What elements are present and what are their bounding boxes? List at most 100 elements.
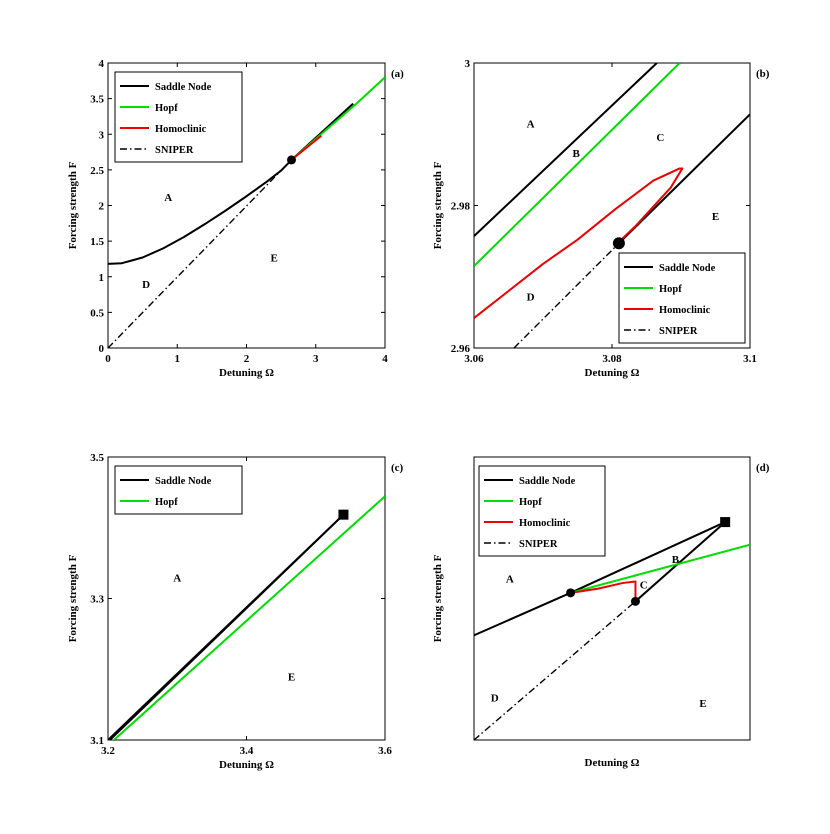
x-tick-label: 3.1 <box>743 353 757 365</box>
region-label: A <box>173 572 181 584</box>
marker-point <box>566 588 576 598</box>
legend-entry: Hopf <box>155 497 178 508</box>
y-axis-label: Forcing strength F <box>67 161 79 249</box>
region-label: D <box>527 292 535 304</box>
region-label: E <box>271 253 278 265</box>
panel-a: 0 1 2 3 4 0 0.5 1 1.5 2 2.5 3 3.5 4 Detuning Ω Forcing … <box>67 58 404 379</box>
x-tick-label: 3.2 <box>101 745 115 757</box>
x-axis-label: Detuning Ω <box>219 759 274 771</box>
series-line-sniper <box>108 159 293 348</box>
y-tick-label: 3.5 <box>90 94 104 106</box>
region-label: D <box>491 693 499 705</box>
legend-entry: Hopf <box>519 497 542 508</box>
plot-series-group <box>108 76 385 348</box>
y-tick-label: 1.5 <box>90 236 104 248</box>
x-tick-label: 0 <box>105 353 111 365</box>
legend-entry: Hopf <box>659 284 682 295</box>
legend-entry: Saddle Node <box>155 476 212 487</box>
y-tick-label: 2 <box>99 201 105 213</box>
region-label: E <box>712 211 719 223</box>
region-label: E <box>288 671 295 683</box>
y-axis-label: Forcing strength F <box>67 554 79 642</box>
region-label: C <box>640 579 648 591</box>
y-tick-label: 2.96 <box>451 343 471 355</box>
x-tick-label: 3.4 <box>240 745 254 757</box>
y-tick-label: 3 <box>465 58 471 70</box>
series-line-sniper <box>513 242 620 348</box>
y-tick-label: 4 <box>99 58 105 70</box>
region-label: C <box>656 132 664 144</box>
marker-point <box>287 155 297 165</box>
region-label: A <box>527 119 535 131</box>
series-line-saddle-node <box>634 521 726 603</box>
region-label: D <box>142 279 150 291</box>
series-line-hopf <box>112 495 385 740</box>
series-line-hopf <box>474 63 681 267</box>
x-axis-label: Detuning Ω <box>585 367 640 379</box>
y-axis-label: Forcing strength F <box>432 161 444 249</box>
series-line-homoclinic <box>570 580 637 602</box>
y-tick-label: 3 <box>99 129 105 141</box>
series-line-sniper <box>474 600 636 740</box>
x-axis-label: Detuning Ω <box>585 757 640 769</box>
legend-entry: SNIPER <box>519 539 558 550</box>
x-tick-label: 1 <box>175 353 181 365</box>
marker-square <box>720 517 731 528</box>
region-label: E <box>699 698 706 710</box>
legend-box <box>114 465 243 515</box>
panel-c: 3.2 3.4 3.6 3.1 3.3 3.5 Detuning Ω Forcing stre… <box>67 452 404 771</box>
x-tick-label: 4 <box>382 353 388 365</box>
x-tick-label: 3.08 <box>602 353 622 365</box>
series-line-homoclinic <box>290 134 322 161</box>
marker-square <box>338 509 349 520</box>
y-tick-label: 3.5 <box>90 452 104 464</box>
series-line-saddle-node <box>108 513 345 740</box>
legend-entry: SNIPER <box>155 145 194 156</box>
x-tick-label: 2 <box>244 353 250 365</box>
marker-point <box>630 596 640 606</box>
legend-entry: Saddle Node <box>659 263 716 274</box>
legend: Saddle Node Hopf <box>114 465 243 515</box>
panel-tag: (b) <box>756 68 770 80</box>
plot-frame <box>473 456 751 741</box>
panel-tag: (d) <box>756 462 770 474</box>
legend: Saddle Node Hopf Homoclinic SNIPER <box>114 71 243 163</box>
panel-tag: (a) <box>391 68 404 80</box>
y-axis-label: Forcing strength F <box>432 554 444 642</box>
plot-series-group <box>108 495 385 740</box>
series-line-homoclinic <box>474 167 684 319</box>
series-line-saddle-node <box>108 159 293 265</box>
legend-entry: Saddle Node <box>519 476 576 487</box>
legend: Saddle Node Hopf Homoclinic SNIPER <box>478 465 606 557</box>
panel-b: 3.06 3.08 3.1 2.96 2.98 3 Detuning Ω Forcing st… <box>432 58 770 379</box>
legend-entry: Saddle Node <box>155 82 212 93</box>
y-tick-label: 2.98 <box>451 201 471 213</box>
y-tick-label: 3.3 <box>90 594 104 606</box>
y-tick-label: 0 <box>99 343 105 355</box>
legend-entry: Homoclinic <box>659 305 711 316</box>
x-tick-label: 3.06 <box>464 353 484 365</box>
series-line-saddle-node <box>474 63 658 237</box>
plot-series-group <box>474 63 750 348</box>
x-tick-label: 3 <box>313 353 319 365</box>
marker-point <box>612 237 625 250</box>
legend: Saddle Node Hopf Homoclinic SNIPER <box>618 252 746 344</box>
panel-d: Detuning Ω Forcing strength F (d) A B C D E Sadd… <box>432 456 770 769</box>
panel-tag: (c) <box>391 462 404 474</box>
x-axis-label: Detuning Ω <box>219 367 274 379</box>
legend-entry: Homoclinic <box>155 124 207 135</box>
y-tick-label: 1 <box>99 272 105 284</box>
y-tick-label: 3.1 <box>90 735 104 747</box>
y-tick-label: 2.5 <box>90 165 104 177</box>
y-tick-label: 0.5 <box>90 307 104 319</box>
legend-entry: SNIPER <box>659 326 698 337</box>
region-label: B <box>572 148 580 160</box>
region-label: B <box>672 554 680 566</box>
legend-entry: Hopf <box>155 103 178 114</box>
region-label: A <box>506 574 514 586</box>
series-line-hopf <box>570 543 750 594</box>
legend-entry: Homoclinic <box>519 518 571 529</box>
x-tick-label: 3.6 <box>378 745 392 757</box>
region-label: A <box>164 192 172 204</box>
